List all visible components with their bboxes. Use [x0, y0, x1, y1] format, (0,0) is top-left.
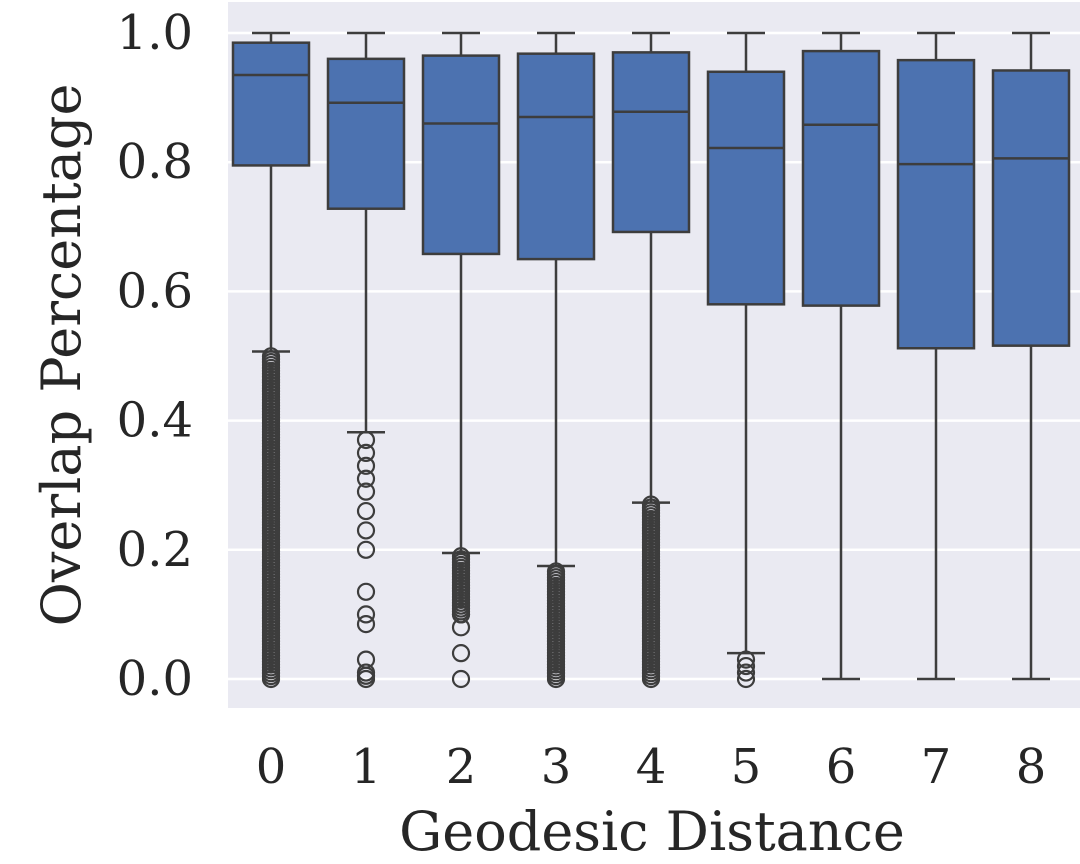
box-iqr — [516, 52, 596, 261]
x-tick-label: 4 — [636, 739, 667, 795]
outlier-point — [261, 347, 281, 366]
outlier-point — [546, 562, 566, 581]
y-axis-label: Overlap Percentage — [30, 84, 93, 627]
outlier-point — [356, 614, 376, 634]
y-tick-label: 0.8 — [117, 134, 193, 190]
outlier-point — [736, 669, 756, 689]
y-tick-label: 0.2 — [117, 522, 193, 578]
outlier-point — [451, 644, 471, 663]
box-iqr — [801, 49, 881, 307]
box-group — [611, 31, 691, 689]
x-axis-label: Geodesic Distance — [399, 800, 905, 863]
x-tick-label: 1 — [351, 739, 382, 795]
outlier-point — [356, 443, 376, 462]
y-tick-label: 0.6 — [117, 263, 193, 319]
outlier-point — [736, 650, 756, 669]
box-iqr — [896, 58, 976, 350]
outlier-point — [641, 495, 661, 514]
outlier-point — [356, 456, 376, 475]
box-iqr — [706, 70, 786, 306]
outlier-point — [356, 650, 376, 669]
outlier-point — [451, 547, 471, 566]
outlier-point — [356, 540, 376, 559]
x-tick-label: 7 — [921, 739, 952, 795]
y-tick-label: 0.0 — [117, 651, 193, 707]
box-group — [706, 31, 786, 689]
box-group — [801, 31, 881, 681]
outlier-point — [356, 482, 376, 501]
y-tick-label: 1.0 — [117, 5, 193, 61]
box-iqr — [421, 54, 501, 256]
box-iqr — [326, 57, 406, 210]
outlier-point — [356, 582, 376, 601]
x-tick-label: 5 — [731, 739, 762, 795]
box-group — [421, 31, 501, 689]
outlier-point — [356, 663, 376, 682]
y-tick-label: 0.4 — [117, 393, 193, 449]
outlier-point — [356, 430, 376, 450]
box-group — [896, 31, 976, 681]
y-tick-labels: 0.0 0.2 0.4 0.6 0.8 1.0 — [117, 5, 193, 707]
x-tick-label: 2 — [446, 739, 477, 795]
x-tick-label: 6 — [826, 739, 857, 795]
box-series — [231, 31, 1071, 689]
box-group — [326, 31, 406, 689]
box-iqr — [991, 69, 1071, 347]
outlier-point — [736, 663, 756, 682]
box-group — [516, 31, 596, 689]
x-tick-labels: 0 1 2 3 4 5 6 7 8 — [256, 739, 1047, 795]
box-group — [991, 31, 1071, 681]
outlier-point — [356, 501, 376, 521]
outlier-point — [356, 521, 376, 540]
outlier-point — [736, 656, 756, 676]
x-tick-label: 0 — [256, 739, 287, 795]
outlier-point — [451, 669, 471, 689]
outlier-point — [356, 605, 376, 624]
box-group — [231, 31, 311, 689]
outlier-point — [356, 469, 376, 488]
x-tick-label: 3 — [541, 739, 572, 795]
box-iqr — [231, 41, 311, 167]
box-iqr — [611, 51, 691, 234]
x-tick-label: 8 — [1016, 739, 1047, 795]
